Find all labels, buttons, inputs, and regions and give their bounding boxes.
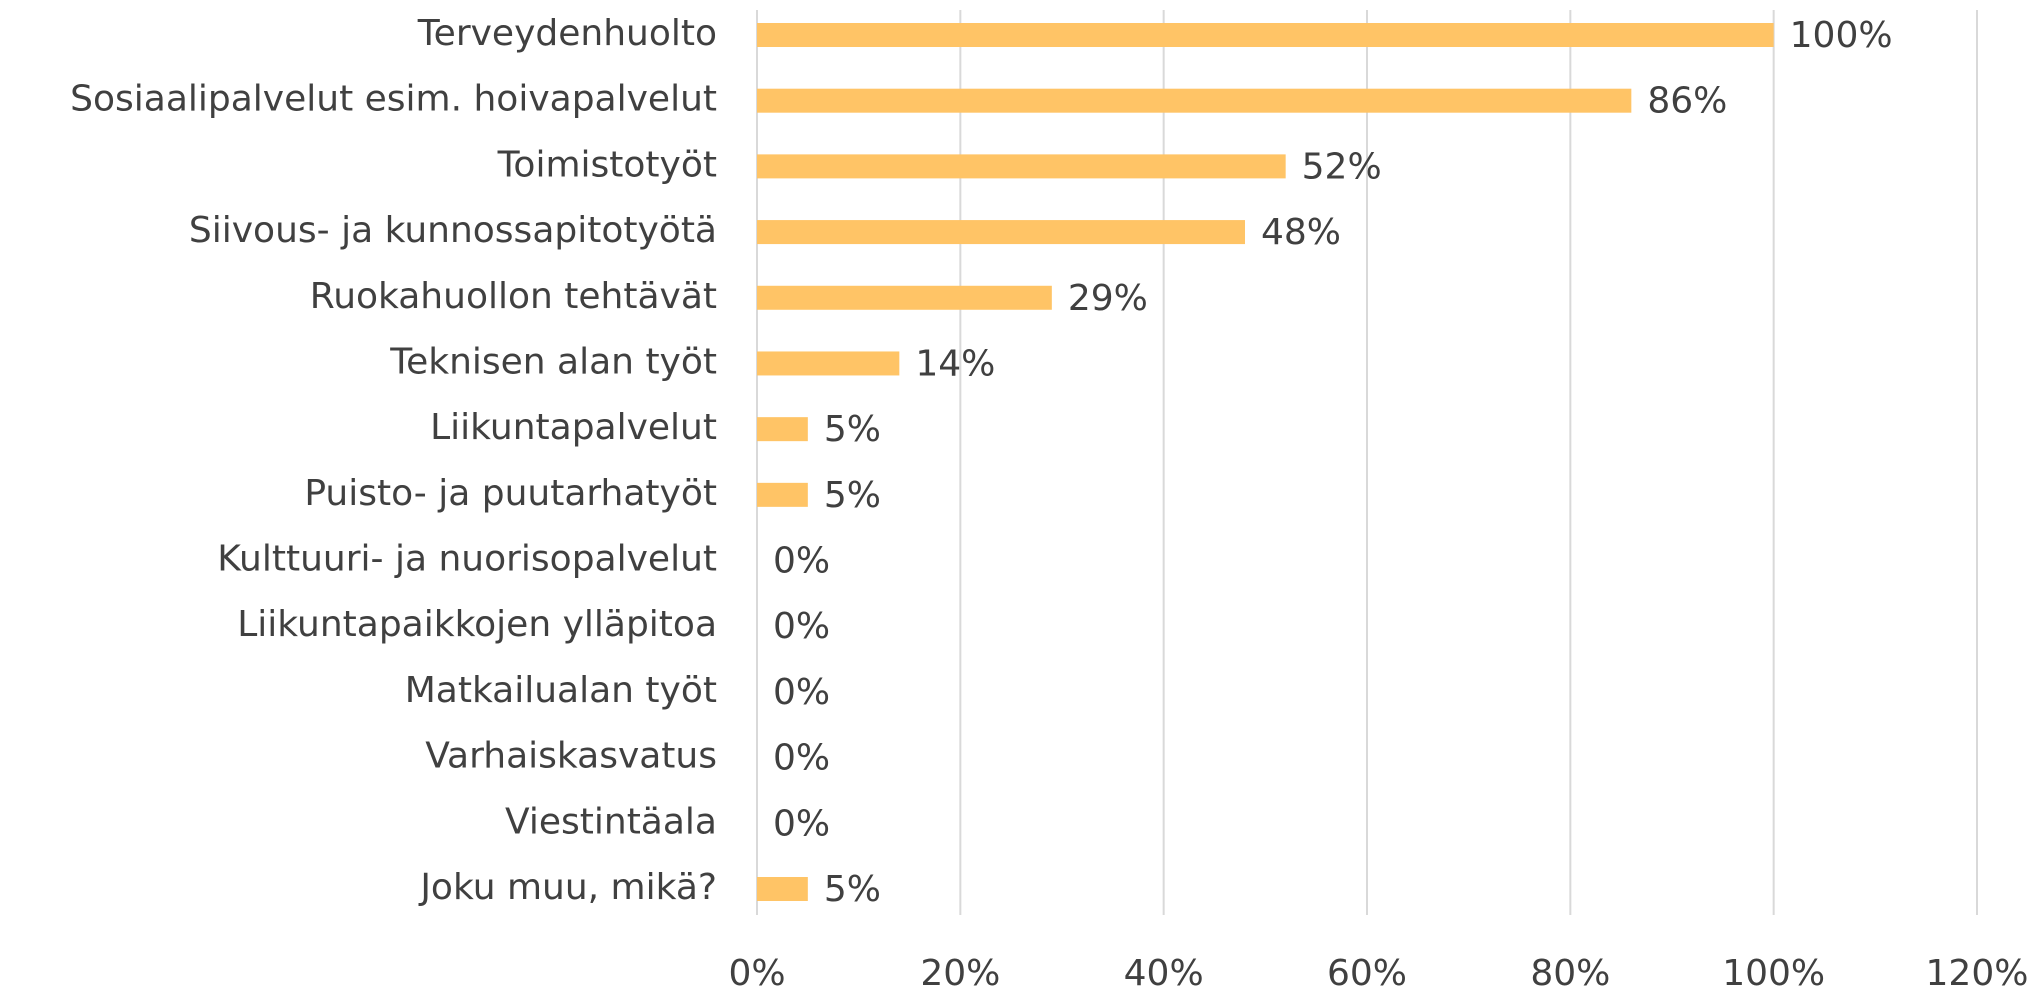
bar xyxy=(757,285,1052,310)
x-tick-label: 100% xyxy=(1722,953,1825,989)
bar xyxy=(757,417,808,442)
x-tick-label: 60% xyxy=(1327,953,1407,989)
value-label: 29% xyxy=(1068,278,1148,319)
value-label: 0% xyxy=(773,738,830,779)
x-tick-label: 0% xyxy=(728,953,785,989)
value-label: 0% xyxy=(773,541,830,582)
value-label: 48% xyxy=(1261,212,1341,253)
x-tick-label: 120% xyxy=(1926,953,2029,989)
y-tick-label: Kulttuuri- ja nuorisopalvelut xyxy=(217,539,717,580)
y-tick-label: Liikuntapalvelut xyxy=(430,407,717,448)
value-label: 86% xyxy=(1647,81,1727,122)
bar xyxy=(757,351,900,376)
bar xyxy=(757,482,808,507)
y-tick-label: Teknisen alan työt xyxy=(389,341,717,382)
value-label: 0% xyxy=(773,803,830,844)
y-tick-label: Toimistotyöt xyxy=(497,144,717,185)
y-tick-label: Sosiaalipalvelut esim. hoivapalvelut xyxy=(70,79,717,120)
value-label: 0% xyxy=(773,672,830,713)
x-tick-label: 40% xyxy=(1124,953,1204,989)
y-tick-label: Siivous- ja kunnossapitotyötä xyxy=(189,210,717,251)
bar xyxy=(757,23,1774,47)
bar xyxy=(757,154,1286,179)
x-tick-label: 80% xyxy=(1530,953,1610,989)
y-tick-label: Joku muu, mikä? xyxy=(418,867,717,908)
value-label: 5% xyxy=(824,409,881,450)
y-tick-label: Viestintäala xyxy=(505,801,717,842)
value-label: 100% xyxy=(1790,15,1893,56)
y-tick-label: Liikuntapaikkojen ylläpitoa xyxy=(237,604,717,645)
y-tick-label: Matkailualan työt xyxy=(405,670,717,711)
value-label: 14% xyxy=(915,343,995,384)
bar xyxy=(757,88,1632,113)
bar xyxy=(757,877,808,901)
value-label: 5% xyxy=(824,869,881,910)
value-label: 0% xyxy=(773,606,830,647)
y-tick-label: Varhaiskasvatus xyxy=(425,736,717,777)
value-label: 5% xyxy=(824,475,881,516)
x-tick-label: 20% xyxy=(920,953,1000,989)
y-tick-label: Ruokahuollon tehtävät xyxy=(310,276,717,317)
y-tick-label: Puisto- ja puutarhatyöt xyxy=(304,473,717,514)
bar xyxy=(757,220,1245,245)
y-tick-label: Terveydenhuolto xyxy=(417,13,717,54)
value-label: 52% xyxy=(1302,146,1382,187)
